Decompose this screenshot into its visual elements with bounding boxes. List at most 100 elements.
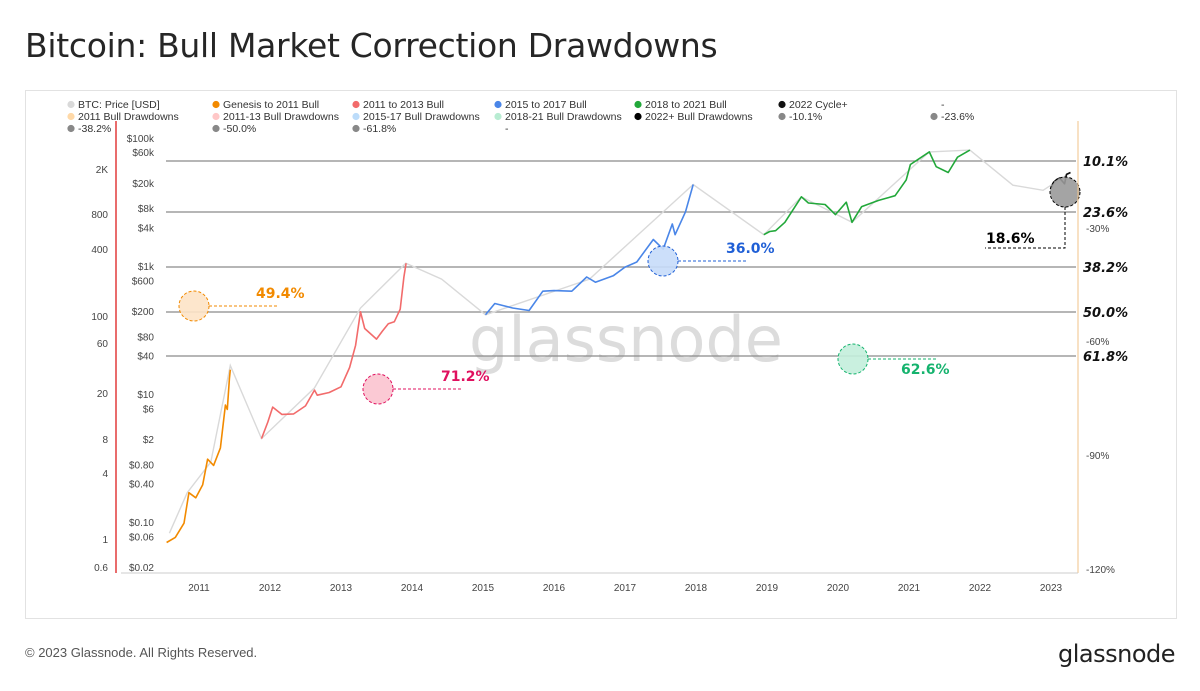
x-tick-label: 2018 (685, 583, 708, 594)
price-series-line (260, 263, 407, 439)
legend-label: -50.0% (223, 123, 256, 135)
y-tick-label-inner: $0.10 (129, 518, 154, 529)
y-tick-label-inner: $4k (138, 224, 155, 235)
page-title: Bitcoin: Bull Market Correction Drawdown… (25, 26, 718, 65)
drawdown-levels: 10.1% 23.6% 38.2% 50.0% 61.8% (166, 155, 1128, 365)
y-tick-label-right: -120% (1086, 565, 1115, 576)
y-tick-label-outer: 8 (102, 435, 108, 446)
y-tick-label-inner: $0.06 (129, 532, 154, 543)
legend-label: -10.1% (789, 111, 822, 123)
level-label: 23.6% (1083, 206, 1128, 221)
legend-marker (494, 100, 502, 109)
brand-logo: glassnode (1057, 640, 1176, 668)
legend: BTC: Price [USD] Genesis to 2011 Bull 2011… (67, 99, 974, 135)
legend-label: 2022+ Bull Drawdowns (645, 111, 753, 123)
x-tick-label: 2022 (969, 583, 992, 594)
legend-label: - (505, 123, 509, 135)
legend-label: Genesis to 2011 Bull (223, 99, 319, 111)
y-tick-label-inner: $0.02 (129, 563, 154, 574)
legend-label: 2022 Cycle+ (789, 99, 848, 111)
legend-marker (67, 100, 75, 109)
y-tick-label-outer: 100 (91, 312, 108, 323)
annotation-leader (985, 207, 1066, 249)
y-tick-label-right: -60% (1086, 337, 1109, 348)
y-tick-label-inner: $200 (132, 307, 155, 318)
legend-marker (778, 112, 786, 121)
max-drawdown-label: 36.0% (726, 241, 775, 257)
y-tick-label-inner: $1k (138, 262, 155, 273)
y-tick-label-outer: 4 (102, 469, 108, 480)
legend-label: BTC: Price [USD] (78, 99, 160, 111)
legend-marker (212, 100, 220, 109)
y-tick-label-outer: 60 (97, 339, 109, 350)
price-series-line (484, 184, 694, 316)
y-tick-label-inner: $2 (143, 435, 155, 446)
level-label: 38.2% (1083, 261, 1128, 276)
max-drawdown-marker (837, 343, 869, 375)
max-drawdown-label: 49.4% (256, 286, 305, 302)
x-tick-label: 2021 (898, 583, 921, 594)
legend-label: 2015 to 2017 Bull (505, 99, 587, 111)
legend-marker (352, 124, 360, 133)
price-series-line (763, 149, 971, 236)
legend-marker (930, 112, 938, 121)
legend-marker (212, 112, 220, 121)
y-tick-label-outer: 20 (97, 389, 109, 400)
max-drawdown-marker (178, 290, 210, 322)
legend-label: - (941, 99, 945, 111)
max-drawdown-marker (647, 245, 679, 277)
y-tick-label-inner: $20k (132, 179, 155, 190)
max-drawdown-label: 62.6% (901, 362, 950, 378)
x-tick-label: 2020 (827, 583, 850, 594)
y-tick-label-outer: 2K (96, 165, 109, 176)
max-drawdown-label: 71.2% (441, 369, 490, 385)
max-drawdown-annotations: 49.4% 71.2% 36.0% 62.6% 18.6% (178, 176, 1081, 405)
y-tick-label-inner: $10 (137, 390, 154, 401)
legend-marker (494, 112, 502, 121)
y-tick-label-inner: $60k (132, 148, 155, 159)
y-tick-label-inner: $8k (138, 204, 155, 215)
max-drawdown-label: 18.6% (986, 231, 1035, 247)
legend-marker (634, 100, 642, 109)
y-tick-label-outer: 1 (102, 535, 108, 546)
level-label: 10.1% (1083, 155, 1128, 170)
drawdown-area (1045, 91, 1069, 121)
copyright: © 2023 Glassnode. All Rights Reserved. (25, 645, 258, 660)
btc-price-line (168, 149, 1071, 534)
x-tick-label: 2012 (259, 583, 282, 594)
price-lines (166, 149, 1071, 544)
y-tick-label-inner: $40 (137, 352, 154, 363)
y-tick-label-inner: $6 (143, 404, 155, 415)
legend-label: 2015-17 Bull Drawdowns (363, 111, 480, 123)
x-tick-label: 2013 (330, 583, 353, 594)
x-tick-label: 2023 (1040, 583, 1063, 594)
legend-marker (634, 112, 642, 121)
drawdown-chart: BTC: Price [USD] Genesis to 2011 Bull 2011… (67, 91, 1128, 594)
price-series-line (166, 369, 232, 544)
watermark: glassnode (469, 303, 783, 376)
legend-label: 2018 to 2021 Bull (645, 99, 727, 111)
x-tick-label: 2014 (401, 583, 424, 594)
legend-marker (778, 100, 786, 109)
x-tick-label: 2019 (756, 583, 779, 594)
y-tick-label-inner: $80 (137, 332, 154, 343)
y-tick-label-right: -30% (1086, 224, 1109, 235)
legend-marker (67, 124, 75, 133)
max-drawdown-marker (362, 373, 394, 405)
legend-label: 2018-21 Bull Drawdowns (505, 111, 622, 123)
legend-marker (67, 112, 75, 121)
y-tick-label-inner: $600 (132, 276, 155, 287)
legend-label: -23.6% (941, 111, 974, 123)
x-tick-label: 2017 (614, 583, 637, 594)
max-drawdown-marker (1049, 176, 1081, 208)
watermark-text: glassnode (469, 303, 783, 376)
x-tick-label: 2016 (543, 583, 566, 594)
legend-label: -38.2% (78, 123, 111, 135)
legend-label: -61.8% (363, 123, 396, 135)
y-tick-label-right: -90% (1086, 451, 1109, 462)
chart-panel: BTC: Price [USD] Genesis to 2011 Bull 2011… (25, 90, 1177, 619)
y-tick-label-inner: $0.80 (129, 460, 154, 471)
level-label: 50.0% (1083, 306, 1128, 321)
legend-label: 2011-13 Bull Drawdowns (223, 111, 339, 123)
legend-label: 2011 Bull Drawdowns (78, 111, 179, 123)
